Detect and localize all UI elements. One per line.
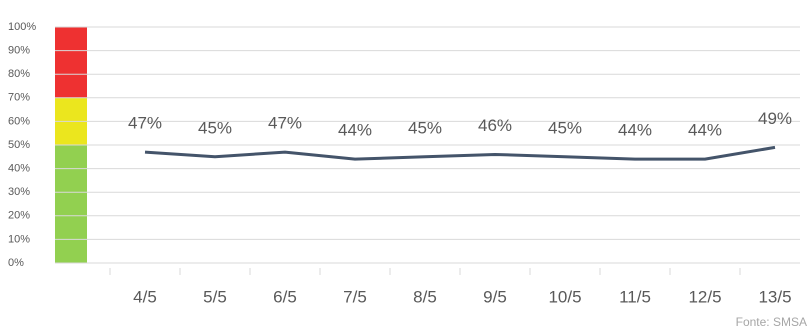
data-label: 44%	[688, 121, 722, 140]
y-tick-label: 80%	[8, 68, 30, 80]
x-tick-label: 9/5	[483, 287, 507, 306]
y-tick-label: 50%	[8, 139, 30, 151]
y-tick-label: 60%	[8, 115, 30, 127]
x-tick-label: 10/5	[548, 287, 581, 306]
data-label: 47%	[128, 114, 162, 133]
y-tick-label: 20%	[8, 210, 30, 222]
y-tick-label: 70%	[8, 92, 30, 104]
data-label: 45%	[408, 118, 442, 137]
x-tick-label: 5/5	[203, 287, 227, 306]
threshold-band	[55, 145, 87, 263]
data-label: 44%	[338, 121, 372, 140]
y-tick-label: 100%	[8, 21, 36, 33]
y-tick-label: 90%	[8, 45, 30, 57]
x-tick-label: 7/5	[343, 287, 367, 306]
threshold-band	[55, 27, 87, 98]
x-tick-label: 13/5	[758, 287, 791, 306]
x-tick-label: 8/5	[413, 287, 437, 306]
y-tick-label: 0%	[8, 257, 24, 269]
data-label: 45%	[198, 118, 232, 137]
data-label: 44%	[618, 121, 652, 140]
data-line	[144, 145, 776, 161]
x-tick-label: 11/5	[619, 287, 651, 306]
y-tick-label: 30%	[8, 186, 30, 198]
y-tick-label: 40%	[8, 163, 30, 175]
x-tick-label: 12/5	[688, 287, 721, 306]
data-label: 46%	[478, 116, 512, 135]
data-label: 45%	[548, 118, 582, 137]
x-tick-label: 4/5	[133, 287, 157, 306]
y-tick-label: 10%	[8, 233, 30, 245]
data-label: 47%	[268, 114, 302, 133]
source-note: Fonte: SMSA	[736, 315, 807, 329]
data-label: 49%	[758, 109, 792, 128]
x-tick-label: 6/5	[273, 287, 297, 306]
